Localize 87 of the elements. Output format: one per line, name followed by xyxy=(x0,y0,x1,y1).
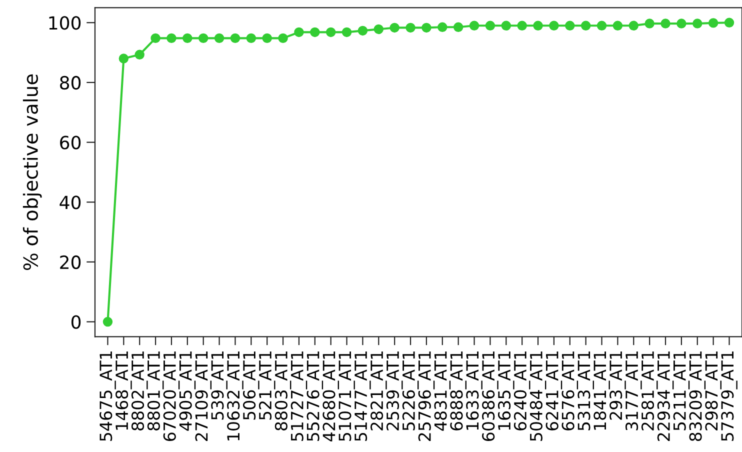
point xyxy=(612,20,623,30)
point xyxy=(214,33,224,44)
point xyxy=(198,33,208,44)
point xyxy=(660,18,670,28)
x-tick-label: 1468_AT1 xyxy=(116,351,132,430)
x-tick-label: 2821_AT1 xyxy=(370,351,387,430)
x-tick-label: 1635_AT1 xyxy=(498,351,514,430)
point xyxy=(374,24,384,34)
x-tick-label: 6576_AT1 xyxy=(562,351,578,430)
x-tick-label: 506_AT1 xyxy=(243,351,260,420)
x-tick-label: 51727_AT1 xyxy=(290,351,308,441)
x-tick-label: 83209_AT1 xyxy=(689,351,706,442)
x-tick-label: 51071_AT1 xyxy=(338,351,355,441)
point xyxy=(246,33,256,44)
point xyxy=(278,33,288,44)
x-tick-label: 5211_AT1 xyxy=(673,351,690,430)
point xyxy=(118,54,129,64)
x-tick-label: 55276_AT1 xyxy=(306,351,324,441)
x-tick-label: 4905_AT1 xyxy=(179,351,196,431)
x-tick-label: 22934_AT1 xyxy=(657,351,674,441)
y-tick-label: 0 xyxy=(71,315,81,329)
point xyxy=(533,20,543,30)
point xyxy=(724,18,734,28)
x-tick-label: 539_AT1 xyxy=(211,351,228,420)
x-tick-label: 50484_AT1 xyxy=(530,351,546,441)
point xyxy=(676,18,686,28)
x-tick-label: 5313_AT1 xyxy=(578,351,594,430)
y-tick-label: 40 xyxy=(60,196,81,210)
x-tick-label: 8802_AT1 xyxy=(131,351,148,430)
point xyxy=(517,20,527,30)
point xyxy=(182,33,192,44)
point xyxy=(358,26,368,36)
point xyxy=(310,27,320,38)
x-tick-label: 54675_AT1 xyxy=(100,351,116,441)
point xyxy=(406,22,416,33)
point xyxy=(644,18,654,28)
x-tick-label: 6241_AT1 xyxy=(546,351,562,430)
x-tick-label: 1633_AT1 xyxy=(466,351,482,430)
point xyxy=(150,33,160,44)
x-tick-label: 27109_AT1 xyxy=(195,351,212,441)
x-tick-label: 521_AT1 xyxy=(258,351,276,420)
x-tick-label: 42680_AT1 xyxy=(322,351,339,442)
x-tick-label: 25796_AT1 xyxy=(418,351,435,441)
x-tick-label: 60386_AT1 xyxy=(482,351,498,442)
x-tick-label: 1841_AT1 xyxy=(594,351,610,430)
x-tick-label: 293_AT1 xyxy=(610,351,626,420)
point xyxy=(628,20,638,30)
point xyxy=(485,20,496,30)
point xyxy=(501,20,511,30)
x-tick-label: 57379_AT1 xyxy=(721,351,738,441)
x-tick-label: 8801_AT1 xyxy=(147,351,164,430)
point xyxy=(580,20,591,30)
x-tick-label: 2581_AT1 xyxy=(641,351,658,430)
y-tick-label: 20 xyxy=(60,255,81,270)
x-tick-label: 2987_AT1 xyxy=(705,351,722,430)
x-tick-label: 5226_AT1 xyxy=(402,351,419,430)
point xyxy=(438,22,448,32)
x-tick-label: 6888_AT1 xyxy=(450,351,466,430)
point xyxy=(422,22,432,33)
x-tick-label: 4831_AT1 xyxy=(434,351,451,431)
point xyxy=(565,20,575,30)
point xyxy=(692,18,702,28)
x-tick-label: 67020_AT1 xyxy=(163,351,180,442)
x-tick-label: 10632_AT1 xyxy=(227,351,244,440)
point xyxy=(326,27,336,38)
point xyxy=(708,18,718,28)
x-tick-label: 3177_AT1 xyxy=(625,351,642,430)
point xyxy=(166,33,176,44)
point xyxy=(549,20,559,30)
x-tick-label: 8803_AT1 xyxy=(274,351,292,430)
point xyxy=(102,316,113,327)
point xyxy=(390,22,400,33)
x-tick-label: 51477_AT1 xyxy=(354,351,371,441)
point xyxy=(230,33,240,44)
x-tick-label: 2539_AT1 xyxy=(386,351,403,430)
y-axis-title: % of objective value xyxy=(22,74,42,270)
point xyxy=(294,27,304,38)
y-tick-label: 80 xyxy=(60,76,81,90)
y-tick-label: 100 xyxy=(49,16,81,30)
point xyxy=(134,50,144,60)
y-tick-label: 60 xyxy=(60,136,81,150)
point xyxy=(342,27,352,38)
point xyxy=(262,33,272,44)
point xyxy=(469,20,480,30)
point xyxy=(596,20,607,30)
point xyxy=(453,22,464,32)
x-tick-label: 6240_AT1 xyxy=(514,351,530,430)
